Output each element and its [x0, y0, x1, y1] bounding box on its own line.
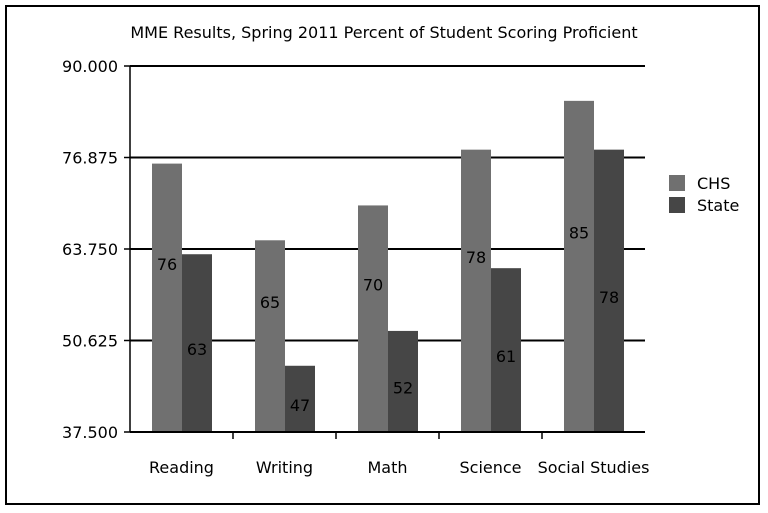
y-tick-label: 76.875 — [62, 149, 118, 168]
y-tick-label: 50.625 — [62, 332, 118, 351]
legend-swatch-state — [669, 197, 685, 213]
legend-label-chs: CHS — [697, 174, 730, 193]
data-label: 52 — [393, 378, 413, 397]
bar-chs — [255, 240, 285, 432]
bar-state — [491, 268, 521, 432]
legend-label-state: State — [697, 196, 739, 215]
x-category-label: Reading — [149, 458, 214, 477]
data-label: 76 — [157, 255, 177, 274]
y-tick-label: 63.750 — [62, 240, 118, 259]
data-label: 47 — [290, 396, 310, 415]
bar-state — [285, 365, 315, 432]
bar-chs — [358, 205, 388, 432]
bar-chs — [564, 100, 594, 432]
data-label: 65 — [260, 293, 280, 312]
y-tick-label: 37.500 — [62, 423, 118, 442]
data-label: 63 — [187, 340, 207, 359]
bar-chs — [461, 149, 491, 432]
y-tick-label: 90.000 — [62, 57, 118, 76]
bar-state — [182, 254, 212, 432]
x-category-label: Writing — [256, 458, 313, 477]
x-category-label: Science — [459, 458, 521, 477]
bar-state — [594, 149, 624, 432]
legend-swatch-chs — [669, 175, 685, 191]
data-label: 78 — [466, 248, 486, 267]
x-category-label: Math — [367, 458, 407, 477]
data-label: 85 — [569, 223, 589, 242]
data-label: 78 — [599, 288, 619, 307]
x-category-label: Social Studies — [538, 458, 650, 477]
chart-title: MME Results, Spring 2011 Percent of Stud… — [130, 23, 638, 42]
bar-state — [388, 330, 418, 432]
data-label: 70 — [363, 276, 383, 295]
data-label: 61 — [496, 347, 516, 366]
bar-chs — [152, 163, 182, 432]
